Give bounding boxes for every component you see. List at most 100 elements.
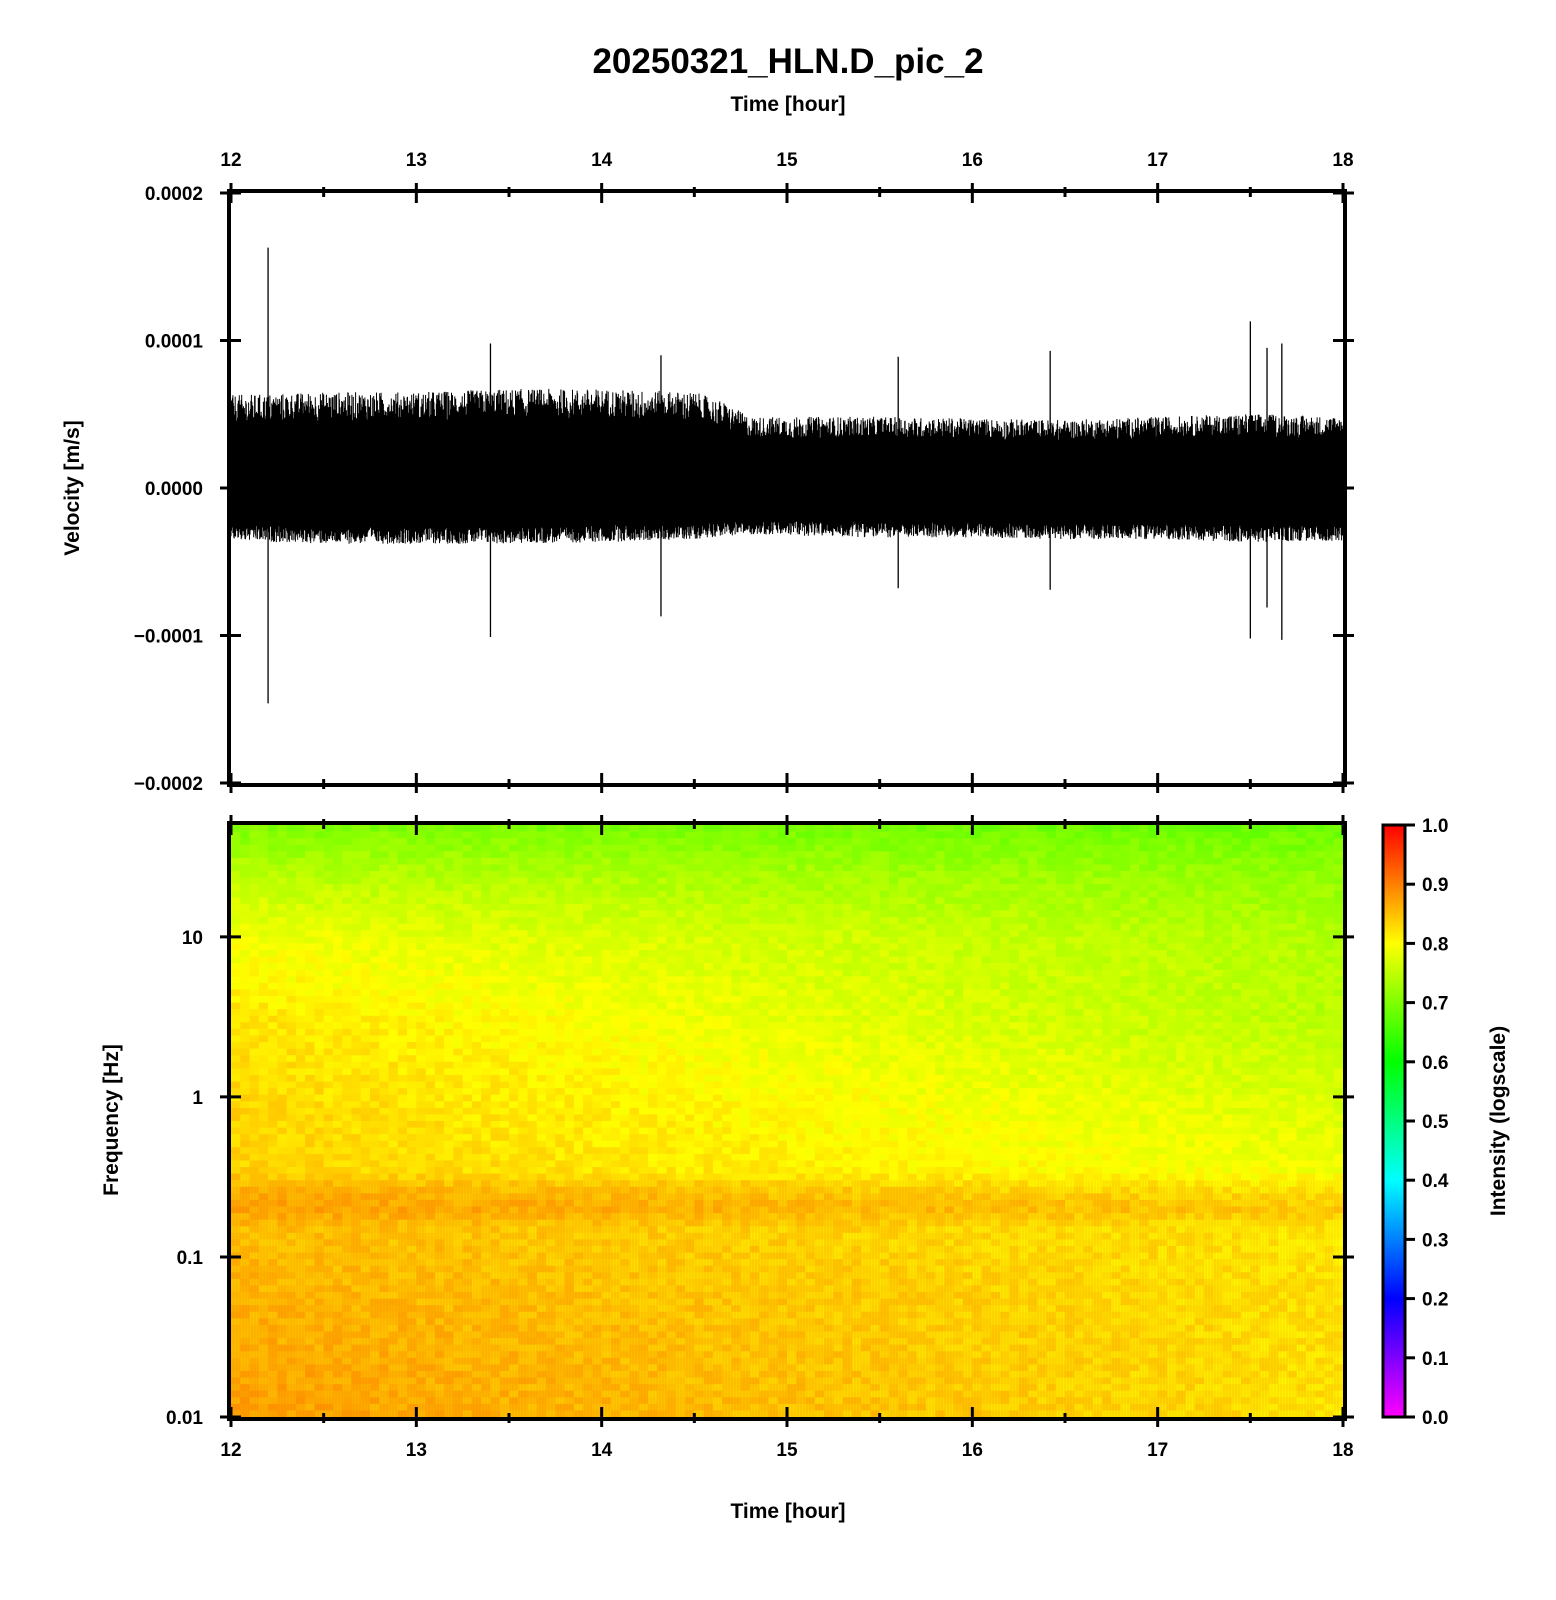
spectrogram-cell <box>610 1351 621 1359</box>
spectrogram-cell <box>722 1068 732 1076</box>
spectrogram-cell <box>379 851 390 859</box>
spectrogram-cell <box>509 1232 519 1240</box>
spectrogram-cell <box>342 1298 353 1306</box>
spectrogram-cell <box>722 976 732 984</box>
spectrogram-cell <box>573 1173 584 1181</box>
spectrogram-cell <box>610 831 621 839</box>
spectrogram-cell <box>722 1265 732 1273</box>
spectrogram-cell <box>536 1081 547 1089</box>
spectrogram-cell <box>351 851 362 859</box>
spectrogram-cell <box>722 903 732 912</box>
spectrogram-cell <box>249 1002 260 1010</box>
spectrogram-cell <box>629 1206 640 1214</box>
spectrogram-cell <box>648 1403 658 1412</box>
spectrogram-cell <box>657 884 668 892</box>
spectrogram-cell <box>685 1180 695 1188</box>
spectrogram-cell <box>416 1390 427 1398</box>
spectrogram-cell <box>629 1048 640 1056</box>
spectrogram-cell <box>712 989 723 997</box>
spectrogram-cell <box>610 1088 621 1096</box>
spectrogram-cell <box>249 1127 260 1135</box>
spectrogram-cell <box>573 976 584 984</box>
spectrogram-cell <box>731 851 742 859</box>
spectrogram-cell <box>703 1272 714 1280</box>
spectrogram-cell <box>370 1028 380 1037</box>
spectrogram-cell <box>471 1252 482 1260</box>
spectrogram-cell <box>397 1061 408 1069</box>
spectrogram-cell <box>332 897 343 905</box>
spectrogram-cell <box>555 923 566 931</box>
spectrogram-cell <box>397 1055 408 1063</box>
spectrogram-cell <box>685 1370 695 1379</box>
spectrogram-cell <box>638 1081 649 1089</box>
spectrogram-cell <box>638 930 649 938</box>
spectrogram-cell <box>416 943 427 951</box>
spectrogram-cell <box>675 1022 686 1030</box>
spectrogram-cell <box>416 1278 427 1287</box>
spectrogram-cell <box>490 890 501 898</box>
spectrogram-cell <box>323 1160 334 1168</box>
spectrogram-cell <box>685 864 695 872</box>
spectrogram-cell <box>351 1061 362 1069</box>
spectrogram-cell <box>536 1285 547 1293</box>
spectrogram-cell <box>360 1265 371 1273</box>
spectrogram-cell <box>416 1061 427 1069</box>
spectrogram-cell <box>370 1121 380 1129</box>
spectrogram-cell <box>536 1009 547 1017</box>
spectrogram-cell <box>453 1088 464 1096</box>
spectrogram-cell <box>481 930 492 938</box>
spectrogram-cell <box>712 871 723 879</box>
spectrogram-cell <box>499 1226 510 1234</box>
spectrogram-cell <box>638 1035 649 1043</box>
spectrogram-cell <box>342 1022 353 1030</box>
spectrogram-cell <box>481 943 492 951</box>
spectrogram-cell <box>277 1311 288 1319</box>
spectrogram-cell <box>555 877 566 885</box>
spectrogram-cell <box>342 1160 353 1168</box>
spectrogram-cell <box>323 1009 334 1017</box>
spectrogram-cell <box>342 897 353 905</box>
spectrogram-cell <box>610 1206 621 1214</box>
spectrogram-cell <box>388 1081 399 1089</box>
spectrogram-cell <box>370 1410 380 1417</box>
spectrogram-cell <box>425 1147 436 1155</box>
spectrogram-cell <box>527 1344 538 1352</box>
spectrogram-cell <box>231 936 241 944</box>
spectrogram-cell <box>546 910 556 918</box>
spectrogram-cell <box>342 1213 353 1221</box>
spectrogram-cell <box>268 1364 278 1372</box>
spectrogram-cell <box>722 1167 732 1175</box>
spectrogram-cell <box>332 1153 343 1162</box>
spectrogram-cell <box>583 844 593 852</box>
spectrogram-cell <box>731 1239 742 1247</box>
spectrogram-cell <box>240 1160 251 1168</box>
spectrogram-cell <box>629 1061 640 1069</box>
spectrogram-cell <box>722 1134 732 1142</box>
spectrogram-cell <box>332 1199 343 1208</box>
spectrogram-cell <box>360 1213 371 1221</box>
spectrogram-cell <box>434 838 445 846</box>
spectrogram-cell <box>370 1074 380 1083</box>
spectrogram-cell <box>731 897 742 905</box>
spectrogram-cell <box>509 930 519 938</box>
spectrogram-cell <box>703 1153 714 1162</box>
spectrogram-cell <box>453 1048 464 1056</box>
spectrogram-cell <box>490 1357 501 1365</box>
spectrogram-cell <box>536 1318 547 1326</box>
spectrogram-cell <box>425 1035 436 1043</box>
spectrogram-cell <box>286 936 297 944</box>
spectrogram-cell <box>397 890 408 898</box>
spectrogram-cell <box>471 1009 482 1017</box>
spectrogram-cell <box>573 1390 584 1398</box>
spectrogram-cell <box>490 1193 501 1201</box>
spectrogram-cell <box>351 1153 362 1162</box>
spectrogram-cell <box>518 1167 529 1175</box>
spectrogram-cell <box>722 1081 732 1089</box>
spectrogram-cell <box>379 1028 390 1037</box>
spectrogram-cell <box>555 838 566 846</box>
spectrogram-cell <box>731 936 742 944</box>
spectrogram-cell <box>657 1403 668 1412</box>
spectrogram-cell <box>453 1153 464 1162</box>
spectrogram-cell <box>370 1002 380 1010</box>
spectrogram-cell <box>703 1101 714 1109</box>
